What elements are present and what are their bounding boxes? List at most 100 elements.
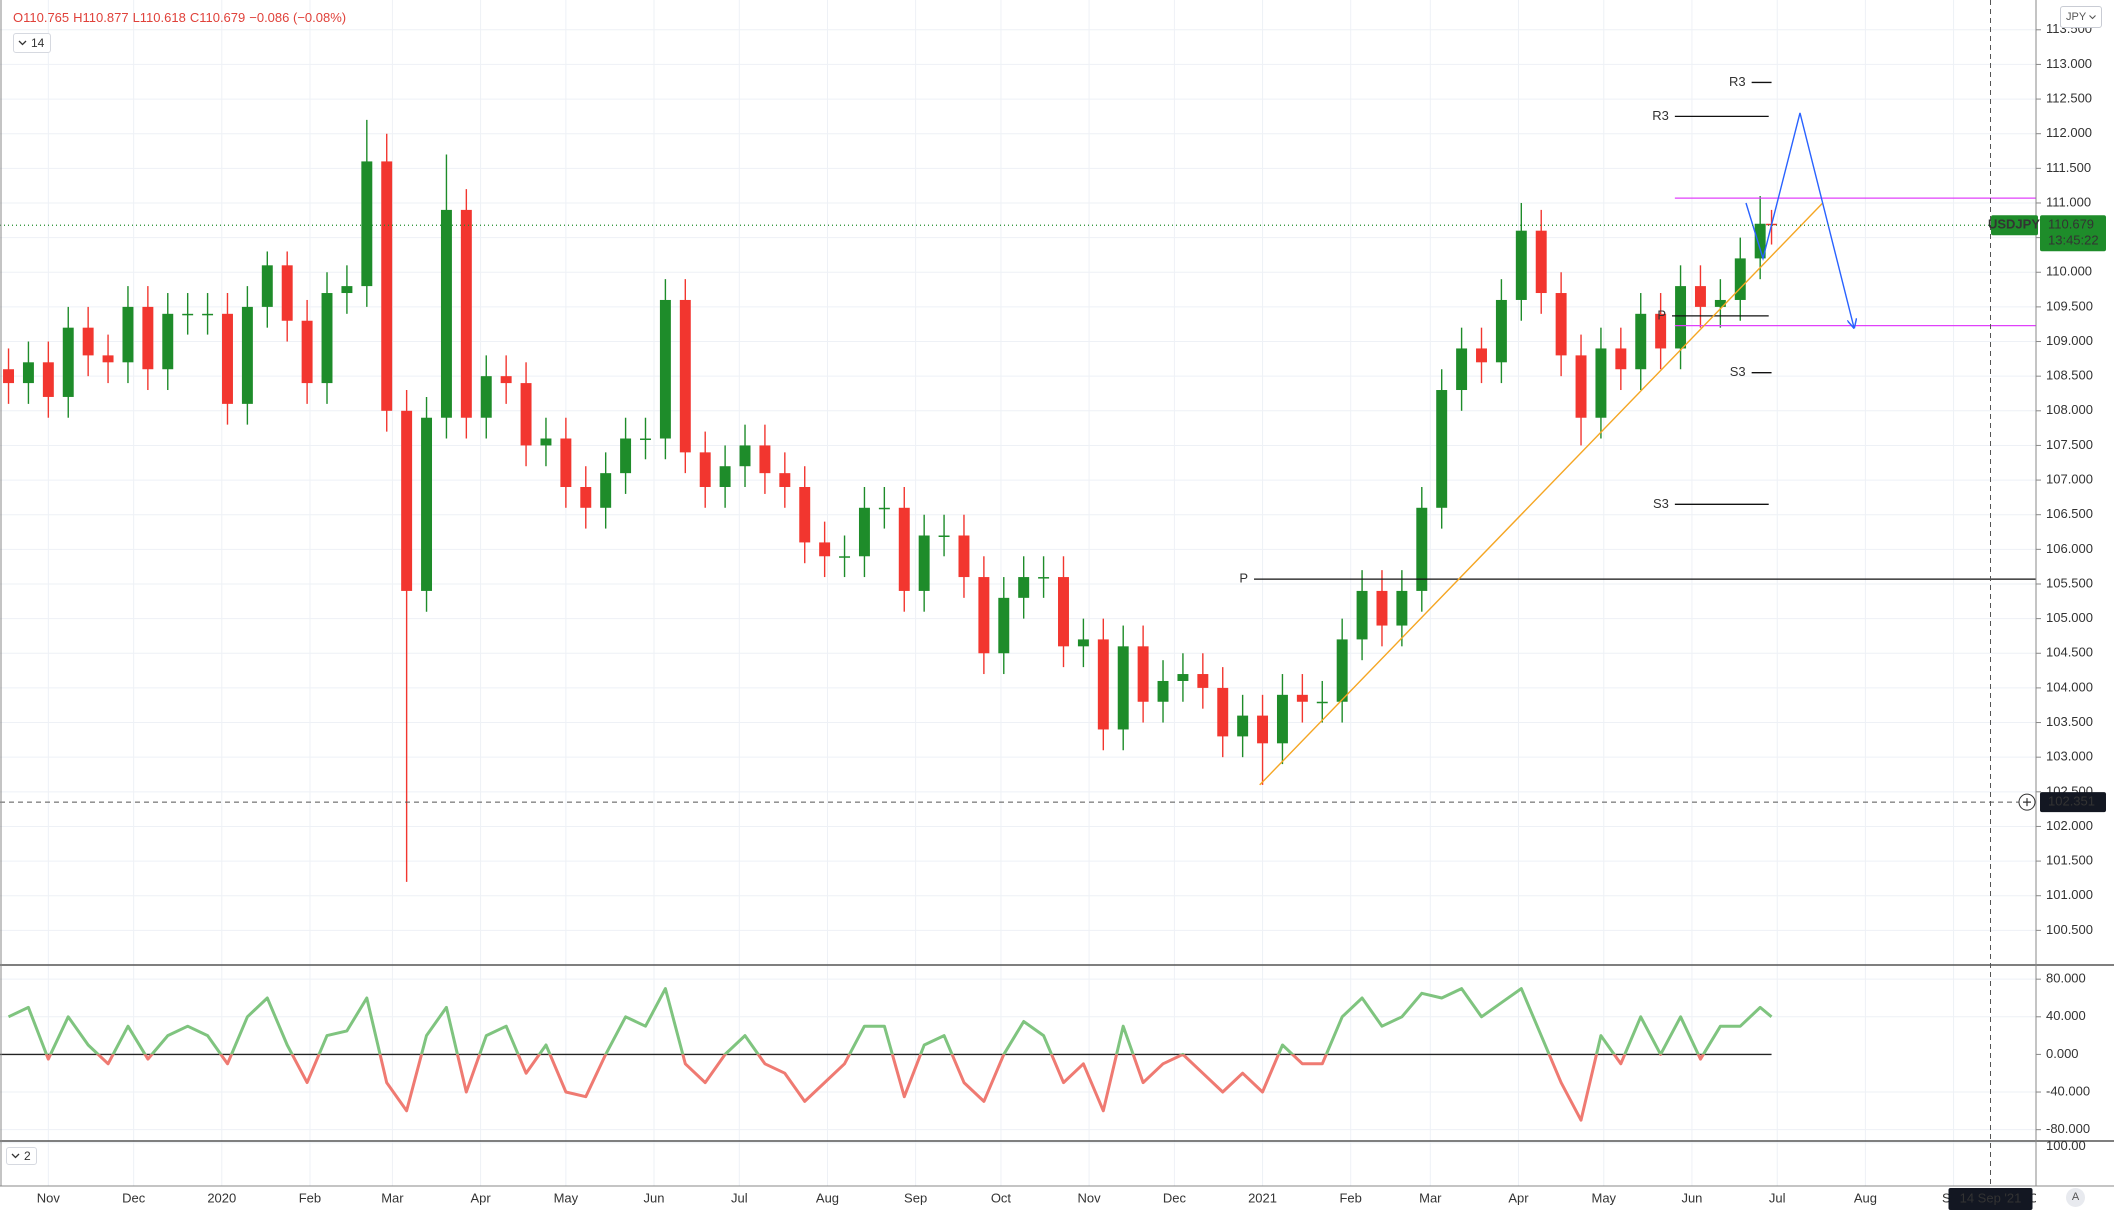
y-tick-label: 110.000 [2046,264,2092,279]
candle-body [82,327,94,356]
ohlc-legend: O110.765 H110.877 L110.618 C110.679 −0.086 (… [13,10,350,25]
y-tick-label: 109.500 [2046,298,2093,313]
candle-body [640,438,651,441]
y-tick-label: 109.000 [2046,333,2093,348]
x-tick-label: May [1591,1190,1616,1205]
candle-body [1714,299,1726,307]
x-tick-label: Aug [816,1190,839,1205]
candle-body [819,542,831,557]
candle-body [1694,286,1706,307]
candle-body [341,286,353,294]
candle-body [1635,313,1647,370]
y-tick-label: 108.500 [2046,368,2093,383]
candle-body [1535,230,1547,294]
candle-body [1237,715,1249,737]
candle-body [1376,590,1388,626]
y-tick-label: 103.000 [2046,749,2093,764]
y-tick-label: 107.500 [2046,437,2093,452]
candle-body [659,299,671,439]
y-tick-label: 104.500 [2046,645,2093,660]
pivot-label: P [1657,307,1666,322]
axis-background [2036,0,2114,1211]
candle-body [1356,590,1368,640]
x-tick-label: Oct [991,1190,1012,1205]
candle-body [958,535,970,578]
candle-body [1177,674,1189,681]
pivot-label: S3 [1653,496,1669,511]
y-tick-label: 107.000 [2046,472,2093,487]
y-tick-label: 100.500 [2046,922,2093,937]
x-tick-label: Jul [731,1190,748,1205]
candle-body [1476,348,1487,363]
candle-body [421,417,433,591]
x-tick-label: Jun [1681,1190,1702,1205]
x-tick-label: Apr [1508,1190,1529,1205]
y-tick-label: 112.500 [2046,91,2092,106]
price-label: 110.679 [2048,217,2094,232]
candle-body [1436,390,1448,508]
candle-body [401,410,413,591]
y-tick-label: 105.500 [2046,575,2093,590]
legend-low: L110.618 [132,10,186,25]
pivot-label: P [1239,571,1248,586]
candle-body [1595,348,1607,418]
currency-label: JPY [2066,11,2087,23]
candle-body [978,577,990,654]
grid: Nov Dec 2020 Feb Mar Apr May Jun Jul Aug Sep Oct Nov… [0,0,2049,1205]
y-tick-label: 111.000 [2046,194,2091,209]
x-tick-label: Jul [1769,1190,1786,1205]
candle-body [540,438,552,446]
candle-body [42,362,54,397]
currency-button[interactable]: JPY [2060,6,2103,28]
candle-body [1137,646,1149,702]
legend-change: −0.086 (−0.08%) [249,10,347,25]
candle-body [938,535,950,537]
candle-body [122,306,134,363]
candle-body [1555,293,1567,356]
candle-body [520,383,532,446]
indicator-label: 14 [31,36,45,50]
price-tag [2040,215,2106,252]
candle-body [898,507,910,591]
x-tick-label: Jun [644,1190,665,1205]
y-tick-label: 101.000 [2046,887,2093,902]
candle-body [1575,355,1587,418]
candle-body [1336,639,1348,702]
candle-body [381,161,393,411]
auto-scale-button[interactable]: A [2066,1188,2085,1207]
x-tick-label: Aug [1854,1190,1877,1205]
x-tick-label: Mar [1419,1190,1442,1205]
candle-body [580,487,592,508]
candle-body [719,466,731,488]
trendline [1259,202,1824,786]
pivot-label: R3 [1729,74,1746,89]
candle-body [162,313,174,370]
indicator-toggle[interactable]: 14 [13,33,52,53]
candle-body [1276,694,1288,744]
candle-body [241,306,253,404]
indicator-toggle[interactable]: 2 [6,1147,37,1165]
candle-body [1077,639,1089,647]
x-tick-label: Dec [1163,1190,1187,1205]
candle-body [1217,687,1229,737]
candle-body [1515,230,1527,300]
x-tick-label: Dec [122,1190,146,1205]
y-tick-label: -40.000 [2046,1083,2090,1098]
y-tick-label: 101.500 [2046,853,2093,868]
crosshair-date-label: 14 Sep '21 [1960,1190,2022,1205]
pivot-label: R3 [1652,108,1669,123]
y-tick-label: 105.000 [2046,610,2093,625]
candle-body [878,507,890,510]
y-tick-label: 106.500 [2046,506,2093,521]
candle-body [1495,299,1507,363]
chevron-icon [18,40,27,46]
candle-body [1038,577,1050,579]
candle-body [1117,646,1129,730]
candle-body [22,362,34,384]
candle-body [1734,258,1746,300]
x-tick-label: Feb [1339,1190,1361,1205]
